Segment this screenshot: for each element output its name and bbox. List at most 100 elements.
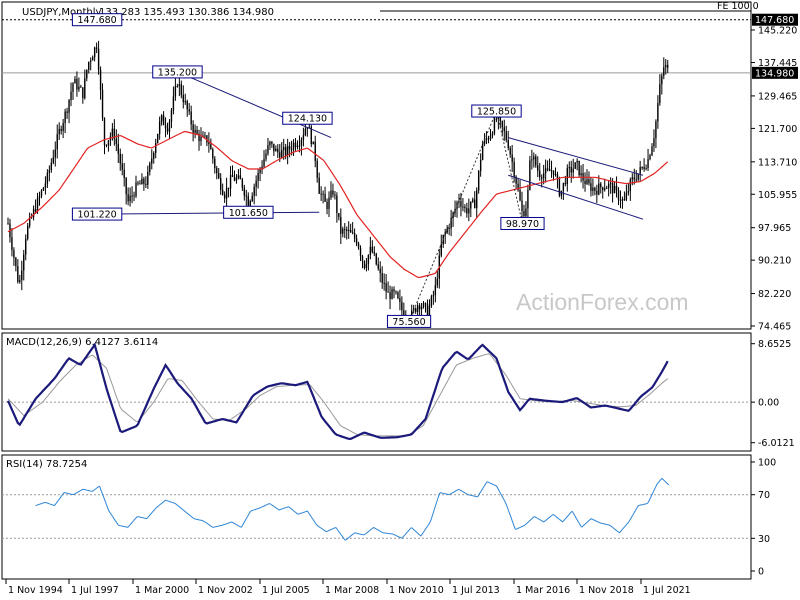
candle-body xyxy=(523,211,525,217)
macd-title: MACD(12,26,9) 6.4127 3.6114 xyxy=(6,337,158,348)
candle-body xyxy=(505,131,507,141)
candle-body xyxy=(306,127,309,129)
candle-body xyxy=(373,251,376,254)
candle-body xyxy=(631,177,633,180)
candle-body xyxy=(385,283,387,292)
candle-body xyxy=(391,289,393,299)
candle-body xyxy=(210,144,212,150)
candle-body xyxy=(34,209,37,212)
candle-body xyxy=(231,174,234,177)
candle-body xyxy=(330,190,332,198)
date-tick-label: 1 Nov 1994 xyxy=(8,585,63,596)
candle-body xyxy=(190,111,192,125)
candle-body xyxy=(651,146,653,156)
candle-body xyxy=(105,144,108,146)
candle-body xyxy=(103,118,106,145)
candle-body xyxy=(245,195,247,197)
candle-body xyxy=(168,121,171,132)
candle-body xyxy=(474,199,476,209)
candle-body xyxy=(416,305,419,312)
macd-panel xyxy=(1,332,752,452)
candle-body xyxy=(440,244,442,256)
candle-body xyxy=(97,48,100,71)
candle-body xyxy=(645,168,647,170)
candle-body xyxy=(308,126,311,128)
candle-body xyxy=(633,177,635,180)
candle-body xyxy=(294,142,297,147)
candle-body xyxy=(286,146,289,156)
candle-body xyxy=(617,189,620,200)
candle-body xyxy=(607,183,610,188)
macd-line xyxy=(6,342,669,441)
price-tick-label: 121.700 xyxy=(758,124,797,135)
price-tick-label: 145.220 xyxy=(758,26,797,37)
candle-body xyxy=(348,229,350,232)
candle-body xyxy=(253,186,255,196)
candle-body xyxy=(540,177,543,179)
candle-body xyxy=(513,161,515,177)
date-tick-label: 1 Mar 2016 xyxy=(516,585,570,596)
candle-body xyxy=(381,273,383,283)
candle-body xyxy=(639,167,641,174)
candle-body xyxy=(314,141,316,161)
candle-body xyxy=(521,200,523,212)
candle-body xyxy=(395,291,397,293)
candle-body xyxy=(525,208,527,217)
candle-body xyxy=(320,193,322,195)
candle-body xyxy=(351,232,354,234)
candle-body xyxy=(336,195,338,214)
candle-body xyxy=(194,129,196,133)
candle-body xyxy=(342,228,344,234)
candle-body xyxy=(572,168,574,173)
candle-body xyxy=(466,207,468,214)
candle-body xyxy=(259,169,261,173)
candle-body xyxy=(556,174,559,179)
price-annotation: 125.850 xyxy=(471,104,522,118)
trendline xyxy=(97,211,320,215)
moving-average-line xyxy=(7,130,669,279)
rsi-tick-label: 70 xyxy=(758,490,770,501)
candle-body xyxy=(48,170,51,173)
candle-body xyxy=(619,199,622,201)
candle-body xyxy=(62,123,64,131)
candle-body xyxy=(509,148,511,155)
candle-body xyxy=(223,194,226,199)
candle-body xyxy=(219,178,222,191)
candle-body xyxy=(95,47,98,49)
symbol-title: USDJPY,Monthly xyxy=(22,7,102,18)
price-annotation: 101.650 xyxy=(223,205,274,219)
price-tick-label: 82.220 xyxy=(758,289,791,300)
candle-body xyxy=(233,176,236,181)
candle-body xyxy=(576,160,578,163)
candle-body xyxy=(279,152,281,158)
date-tick-label: 1 Jul 1997 xyxy=(71,585,119,596)
candle-body xyxy=(19,280,21,282)
candle-body xyxy=(448,228,450,230)
candle-body xyxy=(602,187,604,191)
watermark: ActionForex.com xyxy=(516,289,689,315)
candle-body xyxy=(665,64,667,68)
price-annotation: 98.970 xyxy=(500,216,545,230)
candle-body xyxy=(667,64,669,68)
candle-body xyxy=(269,141,271,146)
candle-body xyxy=(117,143,119,154)
candle-body xyxy=(292,142,295,150)
candle-body xyxy=(172,96,175,111)
candle-body xyxy=(263,159,265,167)
candle-body xyxy=(151,158,153,164)
candle-body xyxy=(600,183,602,188)
candle-body xyxy=(558,178,561,196)
candle-body xyxy=(135,182,137,197)
candle-body xyxy=(326,201,328,209)
candle-body xyxy=(70,91,72,100)
candle-body xyxy=(113,128,116,139)
candle-body xyxy=(162,115,165,125)
candle-body xyxy=(422,303,425,308)
date-tick-label: 1 Jul 2005 xyxy=(262,585,310,596)
candle-body xyxy=(643,167,645,169)
candle-body xyxy=(489,135,492,140)
date-tick-label: 1 Mar 2008 xyxy=(325,585,379,596)
candle-body xyxy=(641,167,643,169)
candle-body xyxy=(149,163,151,172)
